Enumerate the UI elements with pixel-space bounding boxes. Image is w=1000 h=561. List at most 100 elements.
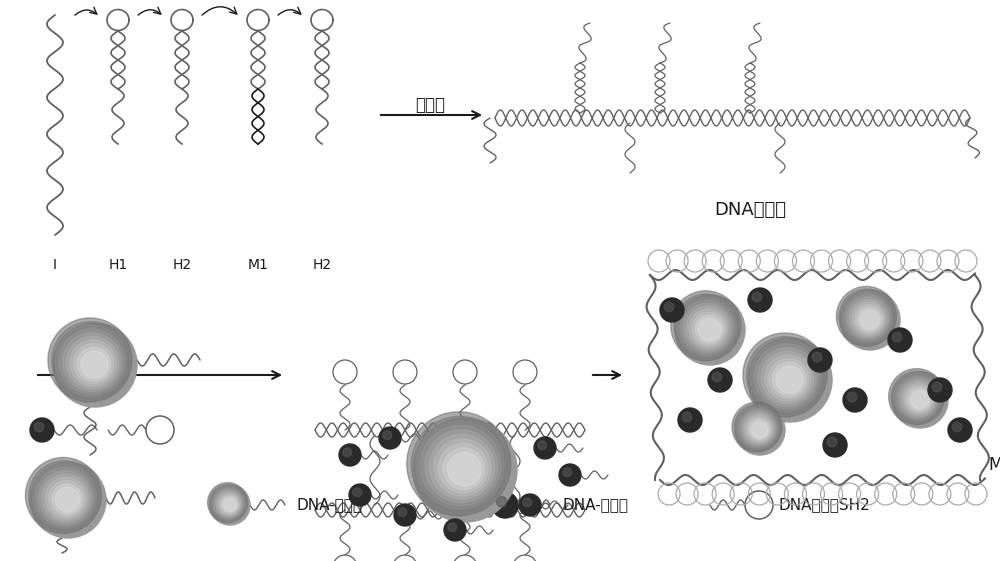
Circle shape xyxy=(222,496,238,513)
Circle shape xyxy=(394,504,416,526)
Circle shape xyxy=(749,420,769,439)
Circle shape xyxy=(30,418,54,442)
Circle shape xyxy=(447,453,481,486)
Circle shape xyxy=(892,332,902,342)
Circle shape xyxy=(416,421,504,509)
Circle shape xyxy=(444,519,466,541)
Text: H2: H2 xyxy=(312,258,332,272)
Circle shape xyxy=(894,374,941,421)
Circle shape xyxy=(353,488,362,496)
Text: H2: H2 xyxy=(172,258,192,272)
Circle shape xyxy=(35,467,94,526)
Circle shape xyxy=(349,484,371,506)
Text: I: I xyxy=(53,258,57,272)
Circle shape xyxy=(686,306,730,350)
Text: DNA聚合物: DNA聚合物 xyxy=(714,201,786,219)
Circle shape xyxy=(74,343,113,383)
Circle shape xyxy=(215,490,243,518)
Circle shape xyxy=(438,443,488,493)
Circle shape xyxy=(63,333,121,392)
Circle shape xyxy=(383,431,392,440)
Circle shape xyxy=(745,415,773,443)
Circle shape xyxy=(39,471,92,524)
Circle shape xyxy=(660,298,684,322)
Circle shape xyxy=(59,329,124,394)
Circle shape xyxy=(948,418,972,442)
Circle shape xyxy=(823,433,847,457)
Circle shape xyxy=(932,382,942,392)
Circle shape xyxy=(765,355,811,401)
Circle shape xyxy=(739,408,777,447)
Circle shape xyxy=(772,362,806,396)
Circle shape xyxy=(843,388,867,412)
Circle shape xyxy=(53,323,137,407)
Circle shape xyxy=(523,498,532,507)
Circle shape xyxy=(849,300,887,337)
Circle shape xyxy=(208,482,248,523)
Circle shape xyxy=(671,291,741,361)
Circle shape xyxy=(695,315,723,343)
Circle shape xyxy=(538,441,547,450)
Circle shape xyxy=(519,494,541,516)
Text: DNA适配体SH2: DNA适配体SH2 xyxy=(778,498,870,513)
Circle shape xyxy=(443,448,485,490)
Circle shape xyxy=(852,302,885,335)
Circle shape xyxy=(911,390,929,409)
Circle shape xyxy=(223,498,236,511)
Circle shape xyxy=(747,417,771,441)
Circle shape xyxy=(563,468,572,477)
Circle shape xyxy=(758,348,816,406)
Circle shape xyxy=(48,318,132,402)
Circle shape xyxy=(70,340,116,386)
Circle shape xyxy=(216,491,241,516)
Circle shape xyxy=(891,371,943,423)
Circle shape xyxy=(889,369,945,425)
Circle shape xyxy=(769,358,808,398)
Circle shape xyxy=(847,392,857,402)
Circle shape xyxy=(55,325,127,397)
Circle shape xyxy=(857,307,881,332)
Circle shape xyxy=(675,295,745,365)
Circle shape xyxy=(839,289,895,344)
Text: MQAP: MQAP xyxy=(988,456,1000,474)
Circle shape xyxy=(559,464,581,486)
Circle shape xyxy=(896,376,939,420)
Circle shape xyxy=(776,366,803,393)
Circle shape xyxy=(712,372,722,382)
Circle shape xyxy=(210,485,250,525)
Circle shape xyxy=(66,336,119,389)
Circle shape xyxy=(698,318,721,341)
Circle shape xyxy=(836,287,896,346)
Circle shape xyxy=(379,427,401,449)
Circle shape xyxy=(429,434,494,499)
Circle shape xyxy=(420,425,501,506)
Circle shape xyxy=(741,411,776,445)
Circle shape xyxy=(747,337,824,415)
Circle shape xyxy=(892,372,948,428)
Text: M1: M1 xyxy=(248,258,268,272)
Circle shape xyxy=(211,486,245,520)
Circle shape xyxy=(752,421,768,438)
Circle shape xyxy=(761,351,814,404)
Circle shape xyxy=(55,487,80,512)
Circle shape xyxy=(209,484,246,521)
Circle shape xyxy=(678,408,702,432)
Circle shape xyxy=(860,310,879,329)
Circle shape xyxy=(708,368,732,392)
Circle shape xyxy=(906,386,932,412)
Circle shape xyxy=(827,437,837,447)
Circle shape xyxy=(34,422,44,432)
Circle shape xyxy=(736,406,779,449)
Circle shape xyxy=(808,348,832,372)
Circle shape xyxy=(77,347,111,381)
Text: DNA-磁纳米: DNA-磁纳米 xyxy=(297,498,363,513)
Circle shape xyxy=(680,300,734,354)
Circle shape xyxy=(413,418,517,522)
Circle shape xyxy=(812,352,822,362)
Circle shape xyxy=(339,444,361,466)
Circle shape xyxy=(732,402,782,452)
Circle shape xyxy=(213,488,244,519)
Circle shape xyxy=(52,321,129,399)
Circle shape xyxy=(683,303,732,352)
Circle shape xyxy=(49,481,85,517)
